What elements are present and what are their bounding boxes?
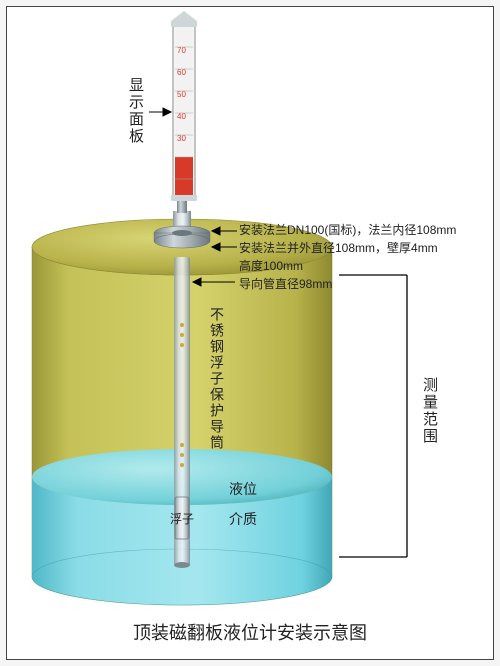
diagram-canvas: 10 20 30 40 50 60 70 xyxy=(7,7,493,659)
measuring-range-label: 测量范围 xyxy=(419,377,440,445)
protective-tube-label: 不锈钢浮子保护导筒 xyxy=(207,307,227,451)
flange-label-2: 安装法兰并外直径108mm，壁厚4mm xyxy=(239,239,438,256)
float-label: 浮子 xyxy=(170,512,194,526)
medium-label: 介质 xyxy=(229,509,257,529)
diagram-title: 顶装磁翻板液位计安装示意图 xyxy=(7,619,493,645)
svg-text:40: 40 xyxy=(177,112,186,121)
svg-text:30: 30 xyxy=(177,134,186,143)
guide-tube-label: 导向管直径98mm xyxy=(239,275,332,292)
flange-label-3: 高度100mm xyxy=(239,257,303,274)
liquid-level-label: 液位 xyxy=(229,479,257,499)
display-panel: 10 20 30 40 50 60 70 xyxy=(171,11,197,201)
svg-text:50: 50 xyxy=(177,90,186,99)
flange-label-1: 安装法兰DN100(国标)，法兰内径108mm xyxy=(239,221,456,238)
svg-text:60: 60 xyxy=(177,68,186,77)
range-bracket xyxy=(339,275,407,557)
diagram-svg: 10 20 30 40 50 60 70 xyxy=(7,7,495,661)
mounting-flange xyxy=(154,211,210,248)
scale-tick-70: 70 xyxy=(177,46,186,55)
display-panel-label: 显示面板 xyxy=(125,77,146,145)
svg-text:20: 20 xyxy=(177,156,186,165)
scale-tick-10: 10 xyxy=(177,178,186,187)
